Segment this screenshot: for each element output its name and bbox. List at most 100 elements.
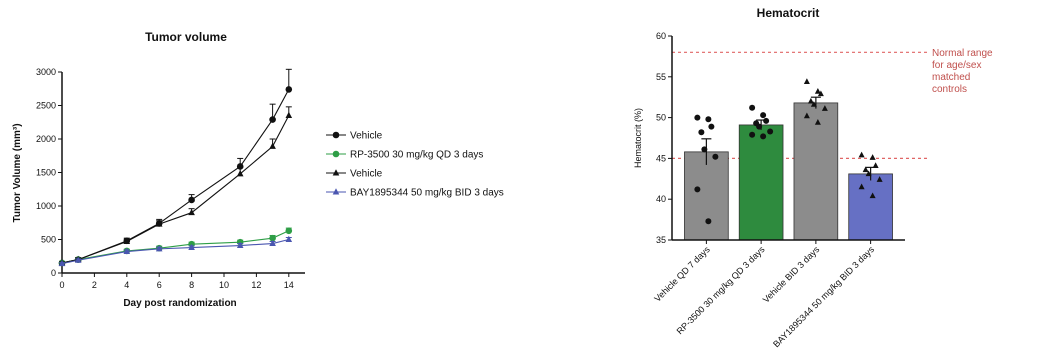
tumor-data-point <box>188 208 195 216</box>
tumor-data-point <box>236 241 244 249</box>
hematocrit-individual-point <box>705 218 712 225</box>
normal-range-annotation-line: Normal range <box>932 48 993 59</box>
hematocrit-individual-point <box>767 128 774 135</box>
hematocrit-points <box>694 78 883 225</box>
tumor-data-point <box>58 259 66 267</box>
hematocrit-bar <box>684 151 729 241</box>
hematocrit-individual-point <box>698 129 705 136</box>
tumor-y-tick-label: 2000 <box>36 134 56 144</box>
hematocrit-individual-point <box>760 112 767 119</box>
hematocrit-individual-point <box>708 123 715 130</box>
tumor-legend: Vehicle RP-3500 30 mg/kg QD 3 days Vehicle… <box>326 131 504 199</box>
hematocrit-y-tick-label: 40 <box>656 194 666 204</box>
hematocrit-bar <box>793 102 839 241</box>
tumor-y-ticks: 0 500 1000 1500 2000 2500 3000 <box>36 67 62 278</box>
hematocrit-individual-point <box>803 78 810 84</box>
legend-swatch-marker <box>332 131 340 139</box>
tumor-y-tick-label: 3000 <box>36 67 56 77</box>
tumor-series-group <box>58 68 293 267</box>
hematocrit-individual-point <box>810 101 817 107</box>
hematocrit-bars <box>684 96 893 241</box>
tumor-data-point <box>74 256 82 263</box>
tumor-y-axis-label-text: Tumor Volume (mm³) <box>12 123 23 222</box>
tumor-chart-title: Tumor volume <box>145 30 227 44</box>
hematocrit-y-tick-label: 35 <box>656 235 666 245</box>
tumor-data-point <box>155 245 163 252</box>
hematocrit-individual-point <box>712 153 719 160</box>
normal-range-annotation: Normal range for age/sex matched controls <box>932 48 993 95</box>
legend-entry-label: BAY1895344 50 mg/kg BID 3 days <box>350 188 504 199</box>
hematocrit-individual-point <box>705 116 712 123</box>
hematocrit-individual-point <box>865 170 872 177</box>
legend-entry-label: Vehicle <box>350 131 383 142</box>
hematocrit-individual-point <box>807 97 814 104</box>
tumor-x-tick-label: 14 <box>284 280 294 290</box>
hematocrit-individual-point <box>869 154 876 160</box>
tumor-x-axis-label: Day post randomization <box>123 298 236 309</box>
tumor-y-tick-label: 1500 <box>36 168 56 178</box>
hematocrit-individual-point <box>872 162 879 168</box>
tumor-data-point <box>269 234 276 242</box>
hematocrit-y-tick-label: 60 <box>656 31 666 41</box>
tumor-series-line <box>61 230 290 264</box>
tumor-data-point <box>269 239 276 246</box>
hematocrit-individual-point <box>756 123 763 130</box>
tumor-y-tick-label: 1000 <box>36 201 56 211</box>
hematocrit-individual-point <box>694 114 701 121</box>
hematocrit-individual-point <box>814 119 821 125</box>
hematocrit-individual-point <box>701 146 708 153</box>
hematocrit-x-tick-label: BAY1895344 50 mg/kg BID 3 days <box>771 244 876 349</box>
hematocrit-y-ticks: 35 40 45 50 55 60 <box>656 31 672 245</box>
hematocrit-individual-point <box>817 90 824 97</box>
tumor-series-line <box>61 115 290 264</box>
normal-range-annotation-line: for age/sex <box>932 60 981 71</box>
tumor-x-tick-label: 10 <box>219 280 229 290</box>
tumor-y-tick-label: 500 <box>41 235 56 245</box>
hematocrit-individual-point <box>876 176 883 182</box>
tumor-series-line <box>61 238 289 265</box>
tumor-x-tick-label: 12 <box>251 280 261 290</box>
hematocrit-bar <box>848 173 893 241</box>
normal-range-annotation-line: controls <box>932 84 967 95</box>
hematocrit-y-tick-label: 50 <box>656 113 666 123</box>
tumor-x-tick-label: 0 <box>59 280 64 290</box>
hematocrit-individual-point <box>763 117 770 124</box>
tumor-data-point <box>285 235 293 242</box>
tumor-data-point <box>285 227 293 235</box>
tumor-data-point <box>285 86 293 93</box>
tumor-x-ticks: 0 2 4 6 8 10 12 14 <box>59 273 294 290</box>
hematocrit-chart: Hematocrit 35 40 45 50 55 60 Vehicle QD 7 day… <box>633 6 993 349</box>
hematocrit-individual-point <box>814 88 821 94</box>
legend-swatch-marker <box>332 188 340 195</box>
tumor-x-tick-label: 2 <box>92 280 97 290</box>
tumor-data-point <box>236 163 244 170</box>
tumor-data-point <box>269 142 276 149</box>
hematocrit-individual-point <box>694 186 701 193</box>
hematocrit-bar <box>738 124 784 241</box>
hematocrit-individual-point <box>858 151 865 158</box>
hematocrit-chart-title: Hematocrit <box>757 6 820 20</box>
tumor-data-point <box>155 220 163 227</box>
hematocrit-y-axis-label: Hematocrit (%) <box>633 108 643 168</box>
tumor-x-tick-label: 4 <box>124 280 129 290</box>
hematocrit-individual-point <box>760 133 767 140</box>
tumor-y-tick-label: 2500 <box>36 101 56 111</box>
hematocrit-individual-point <box>862 166 869 173</box>
tumor-data-point <box>188 196 195 204</box>
tumor-y-axis-label: Tumor Volume (mm³) <box>12 123 23 222</box>
hematocrit-y-tick-label: 45 <box>656 153 666 163</box>
tumor-data-point <box>269 116 276 123</box>
hematocrit-individual-point <box>858 183 865 190</box>
hematocrit-individual-point <box>803 112 810 119</box>
hematocrit-x-tick-label: RP-3500 30 mg/kg QD 3 days <box>675 244 767 336</box>
normal-range-annotation-line: matched <box>932 72 970 83</box>
tumor-data-point <box>285 111 293 119</box>
tumor-series-line <box>61 89 290 264</box>
tumor-x-tick-label: 8 <box>189 280 194 290</box>
hematocrit-y-tick-label: 55 <box>656 72 666 82</box>
tumor-data-point <box>123 247 131 255</box>
tumor-y-tick-label: 0 <box>51 268 56 278</box>
hematocrit-x-tick-label: Vehicle QD 7 days <box>652 244 712 304</box>
